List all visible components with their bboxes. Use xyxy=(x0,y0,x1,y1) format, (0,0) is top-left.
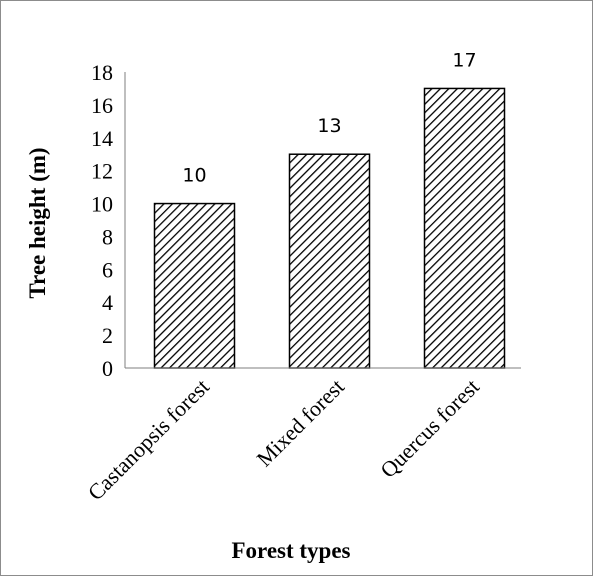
y-tick-label: 12 xyxy=(91,159,113,184)
y-tick-label: 18 xyxy=(91,60,113,85)
bar xyxy=(423,87,506,369)
x-tick-label: Castanopsis forest xyxy=(83,374,214,505)
data-label: 10 xyxy=(182,165,206,187)
x-tick-label: Mixed forest xyxy=(251,374,349,472)
x-axis-title: Forest types xyxy=(231,538,350,563)
bar xyxy=(288,153,371,369)
y-tick-label: 8 xyxy=(102,224,113,249)
y-tick-label: 0 xyxy=(102,356,113,381)
y-axis-ticks: 0 2 4 6 8 10 12 14 16 18 xyxy=(91,60,113,381)
x-tick-label: Quercus forest xyxy=(375,374,484,483)
y-tick-label: 14 xyxy=(91,126,113,151)
y-tick-label: 16 xyxy=(91,93,113,118)
y-axis-title: Tree height (m) xyxy=(25,147,50,298)
y-tick-label: 6 xyxy=(102,257,113,282)
x-axis-ticks: Castanopsis forest Mixed forest Quercus fo… xyxy=(83,374,484,505)
data-labels: 10 13 17 xyxy=(182,49,476,186)
y-tick-label: 10 xyxy=(91,192,113,217)
data-label: 13 xyxy=(317,115,341,137)
y-tick-label: 2 xyxy=(102,323,113,348)
y-tick-label: 4 xyxy=(102,290,113,315)
bar xyxy=(153,202,236,369)
data-label: 17 xyxy=(452,49,476,71)
bars xyxy=(153,87,506,369)
